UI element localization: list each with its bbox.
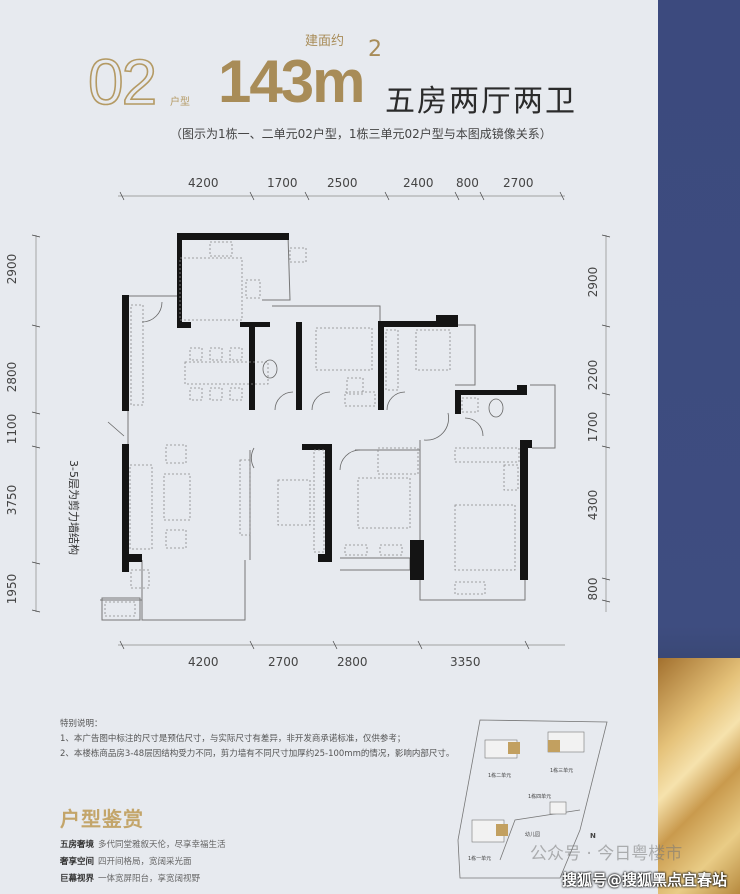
wardrobe-3 bbox=[377, 447, 419, 475]
subtitle: （图示为1栋一、二单元02户型，1栋三单元02户型与本图成镜像关系） bbox=[170, 127, 552, 141]
storage-cabinet bbox=[130, 304, 144, 406]
site-label: 幼儿园 bbox=[525, 831, 540, 838]
desk bbox=[277, 479, 311, 526]
thin-walls bbox=[100, 234, 556, 621]
unit-number: 02 bbox=[87, 46, 158, 118]
sohu-watermark: 搜狐号@搜狐黑点宜春站 bbox=[562, 871, 728, 889]
feature-item: 奢享空间 四开间格局，宽阔采光面 bbox=[60, 855, 192, 867]
wardrobe bbox=[313, 449, 325, 553]
coffee-table bbox=[163, 473, 191, 521]
feature-item: 五房奢境 多代同堂雅叙天伦，尽享幸福生活 bbox=[60, 838, 226, 850]
site-label: 1栋二单元 bbox=[488, 772, 511, 779]
dimension-lines bbox=[31, 191, 611, 650]
sink bbox=[245, 279, 261, 299]
feature-label: 五房奢境 bbox=[60, 840, 95, 850]
structural-walls bbox=[122, 233, 532, 580]
dim-top-5: 800 bbox=[456, 176, 479, 190]
north-arrow: N bbox=[590, 832, 596, 840]
area-value: 143m bbox=[218, 48, 365, 115]
feature-label: 奢享空间 bbox=[60, 857, 95, 867]
stove bbox=[209, 241, 233, 257]
appreciation-title: 户型鉴赏 bbox=[60, 807, 144, 831]
notes-title: 特别说明： bbox=[60, 719, 103, 729]
toilet-1 bbox=[262, 359, 278, 379]
dim-top-4: 2400 bbox=[403, 176, 434, 190]
bed-2 bbox=[415, 329, 451, 371]
wardrobe-2 bbox=[385, 329, 399, 391]
dining-table bbox=[184, 361, 269, 385]
note-item: 1、本广告图中标注的尺寸是预估尺寸，与实际尺寸有差异，非开发商承诺标准，仅供参考… bbox=[60, 734, 406, 744]
site-label: 1栋三单元 bbox=[550, 767, 573, 774]
dim-top-2: 1700 bbox=[267, 176, 298, 190]
toilet-2 bbox=[488, 398, 504, 418]
bed-1 bbox=[315, 327, 373, 371]
site-label: 1栋一单元 bbox=[468, 855, 491, 862]
feature-text: 一体宽屏阳台，享宽阔视野 bbox=[98, 874, 201, 884]
wechat-watermark: 公众号 · 今日粤楼市 bbox=[530, 844, 683, 864]
feature-text: 四开间格局，宽阔采光面 bbox=[98, 857, 192, 867]
layout-title: 五房两厅两卫 bbox=[385, 84, 577, 119]
unit-label: 户型 bbox=[170, 97, 190, 108]
area-label: 建面约 bbox=[305, 34, 345, 49]
dim-bottom-4: 3350 bbox=[450, 655, 481, 669]
sofa bbox=[129, 464, 153, 550]
master-bed bbox=[454, 504, 516, 571]
special-notes: 特别说明： 1、本广告图中标注的尺寸是预估尺寸，与实际尺寸有差异，非开发商承诺标… bbox=[60, 717, 454, 762]
feature-item: 巨幕视界 一体宽屏阳台，享宽阔视野 bbox=[60, 872, 200, 884]
site-plan: 1栋二单元 1栋三单元 1栋四单元 1栋一单元 幼儿园 N bbox=[457, 719, 608, 879]
bed-3 bbox=[357, 477, 411, 529]
dim-top-3: 2500 bbox=[327, 176, 358, 190]
wall-structure-note: 3-5层为剪力墙结构 bbox=[67, 460, 80, 555]
site-label: 1栋四单元 bbox=[528, 793, 551, 800]
dim-bottom-1: 4200 bbox=[188, 655, 219, 669]
dim-bottom-3: 2800 bbox=[337, 655, 368, 669]
tv-cabinet bbox=[239, 459, 251, 536]
area-unit-sup: 2 bbox=[368, 37, 382, 62]
fixtures bbox=[107, 301, 504, 471]
furniture bbox=[104, 241, 520, 617]
dim-bottom-2: 2700 bbox=[268, 655, 299, 669]
feature-label: 巨幕视界 bbox=[60, 874, 95, 884]
decorative-gold-silk bbox=[658, 658, 740, 894]
note-item: 2、本楼栋商品房3-48层因结构受力不同，剪力墙有不同尺寸加厚约25-100mm… bbox=[60, 749, 455, 759]
wardrobe-4 bbox=[454, 447, 520, 463]
dim-top-6: 2700 bbox=[503, 176, 534, 190]
dim-top-1: 4200 bbox=[188, 176, 219, 190]
feature-text: 多代同堂雅叙天伦，尽享幸福生活 bbox=[98, 840, 226, 850]
kitchen-counter bbox=[179, 257, 243, 321]
door-swing bbox=[141, 301, 163, 323]
